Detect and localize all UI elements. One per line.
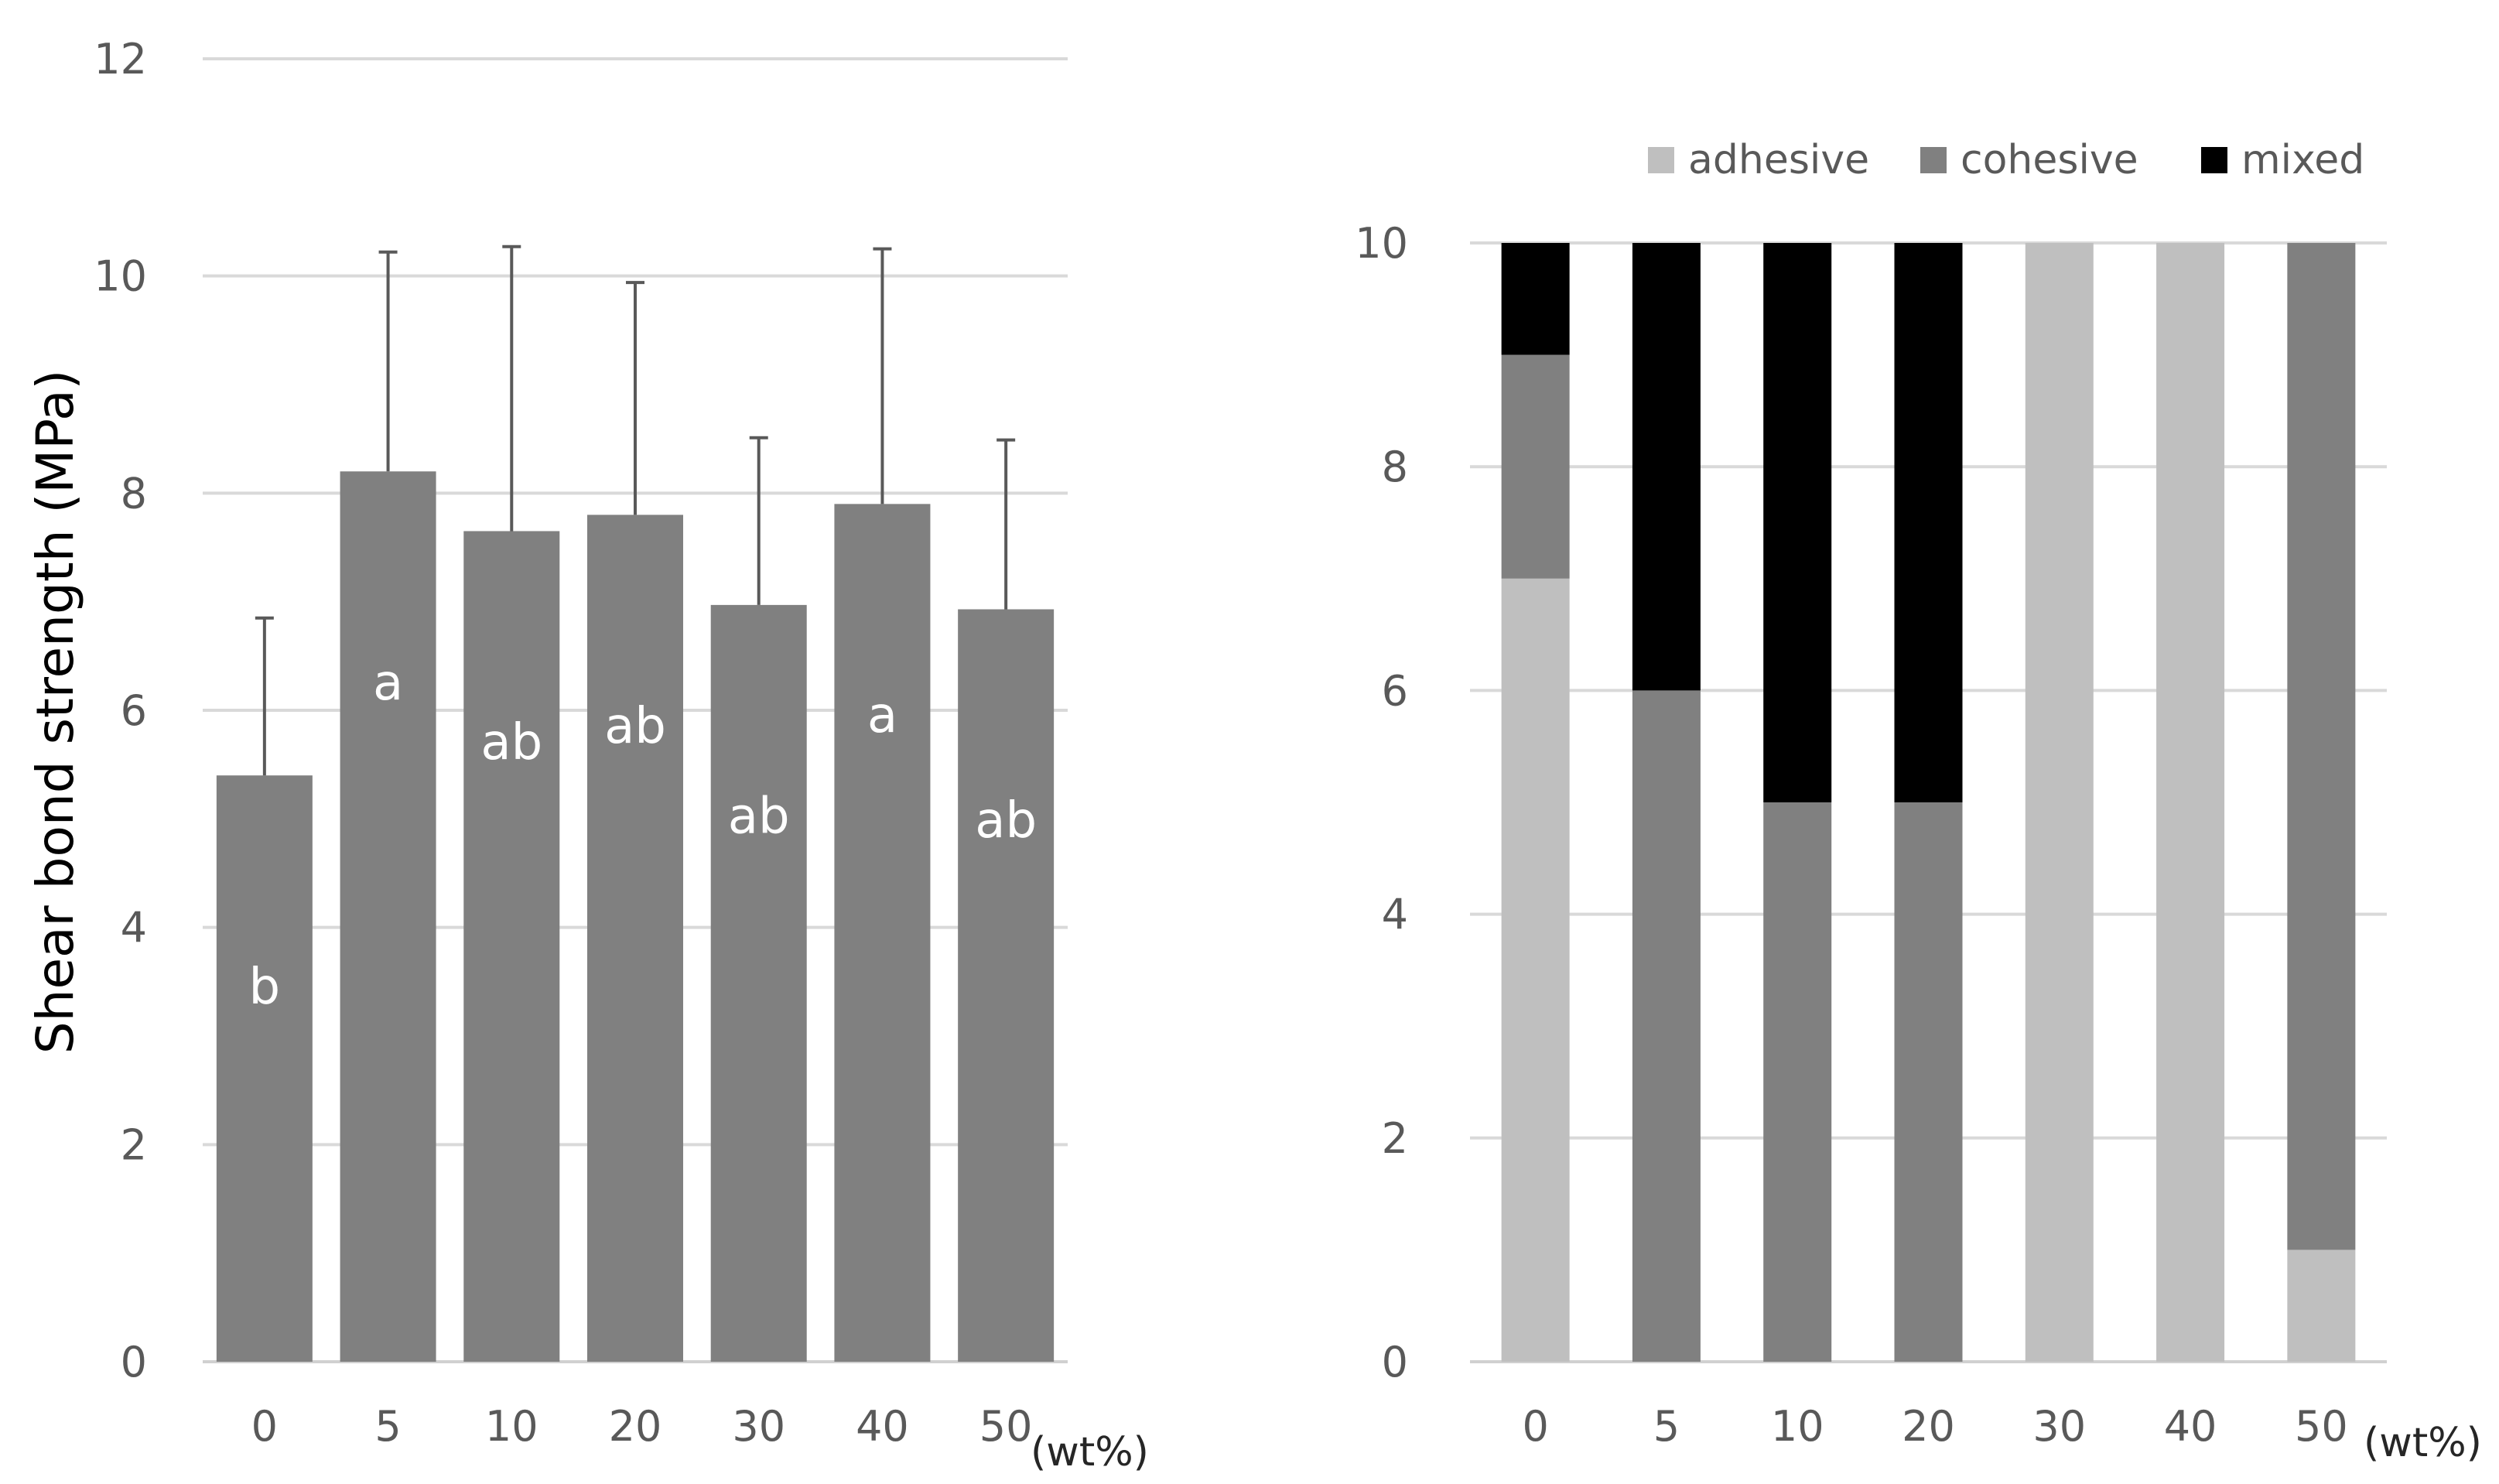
bar — [340, 471, 436, 1363]
x-tick-label: 0 — [1522, 1402, 1548, 1451]
y-tick-label: 10 — [94, 252, 147, 301]
stacked-bar-segment-cohesive — [1501, 354, 1570, 579]
stacked-bar-segment-cohesive — [1763, 802, 1832, 1362]
y-tick-label: 8 — [121, 469, 147, 518]
stacked-bar-segment-cohesive — [2287, 243, 2356, 1250]
bar — [958, 609, 1055, 1362]
x-tick-label: 10 — [1771, 1402, 1824, 1451]
x-tick-label: 5 — [1653, 1402, 1680, 1451]
y-tick-label: 4 — [1382, 891, 1408, 939]
significance-letter: b — [249, 959, 281, 1016]
y-tick-label: 8 — [1382, 443, 1408, 491]
x-tick-label: 20 — [609, 1402, 662, 1451]
x-tick-label: 5 — [374, 1402, 401, 1451]
y-axis-label: Shear bond strength (MPa) — [26, 370, 85, 1055]
x-tick-label: 40 — [856, 1402, 909, 1451]
stacked-bar-segment-cohesive — [1632, 690, 1701, 1362]
legend-label: adhesive — [1688, 137, 1869, 183]
y-tick-label: 0 — [121, 1338, 147, 1387]
stacked-bar-segment-mixed — [1763, 243, 1832, 802]
x-tick-label: 40 — [2164, 1402, 2217, 1451]
x-tick-label: 10 — [485, 1402, 538, 1451]
legend-item-mixed: mixed — [2201, 137, 2364, 183]
x-tick-label: 0 — [251, 1402, 278, 1451]
significance-letter: ab — [975, 792, 1037, 850]
bar — [463, 531, 560, 1363]
stacked-bar-segment-mixed — [1501, 243, 1570, 355]
y-tick-label: 0 — [1382, 1338, 1408, 1387]
legend-swatch — [2201, 147, 2227, 173]
y-tick-label: 10 — [1355, 219, 1408, 268]
stacked-bar-segment-adhesive — [1501, 578, 1570, 1362]
y-tick-label: 6 — [121, 686, 147, 735]
legend-item-adhesive: adhesive — [1648, 137, 1869, 183]
legend-item-cohesive: cohesive — [1920, 137, 2138, 183]
stacked-bar-segment-adhesive — [2025, 243, 2094, 1362]
significance-letter: ab — [480, 714, 542, 771]
legend-label: mixed — [2241, 137, 2364, 183]
stacked-bar-segment-cohesive — [1894, 802, 1963, 1362]
x-unit-label: (wt%) — [1031, 1429, 1149, 1475]
x-tick-label: 20 — [1902, 1402, 1955, 1451]
significance-letter: a — [373, 655, 403, 712]
stacked-bar-segment-adhesive — [2287, 1250, 2356, 1362]
shear-bond-strength-chart: 0 2 4 6 8 10 12 b 0 a 5 ab 10 ab 20 ab 30 a 40 ab 50(wt%) She… — [26, 35, 1149, 1475]
x-tick-label: 50 — [979, 1402, 1033, 1451]
y-tick-label: 2 — [121, 1120, 147, 1169]
y-tick-label: 4 — [121, 904, 147, 952]
stacked-bar-segment-mixed — [1632, 243, 1701, 691]
stacked-bar-segment-mixed — [1894, 243, 1963, 802]
significance-letter: a — [867, 687, 897, 744]
x-unit-label: (wt%) — [2364, 1420, 2482, 1466]
failure-mode-chart: 0 2 4 6 8 10 0 5 10 20 30 40 50 (wt%) adhesive cohesive… — [1355, 137, 2482, 1466]
x-tick-label: 50 — [2295, 1402, 2348, 1451]
significance-letter: ab — [604, 698, 666, 755]
significance-letter: ab — [728, 788, 790, 846]
y-tick-label: 6 — [1382, 666, 1408, 715]
stacked-bar-segment-adhesive — [2156, 243, 2225, 1362]
x-tick-label: 30 — [732, 1402, 785, 1451]
x-tick-label: 30 — [2032, 1402, 2086, 1451]
legend-swatch — [1920, 147, 1947, 173]
y-tick-label: 2 — [1382, 1114, 1408, 1163]
bar — [710, 604, 807, 1362]
y-tick-label: 12 — [94, 35, 147, 84]
bar — [216, 775, 313, 1362]
bar — [587, 515, 683, 1362]
legend-label: cohesive — [1961, 137, 2138, 183]
legend-swatch — [1648, 147, 1674, 173]
bar — [834, 504, 931, 1362]
